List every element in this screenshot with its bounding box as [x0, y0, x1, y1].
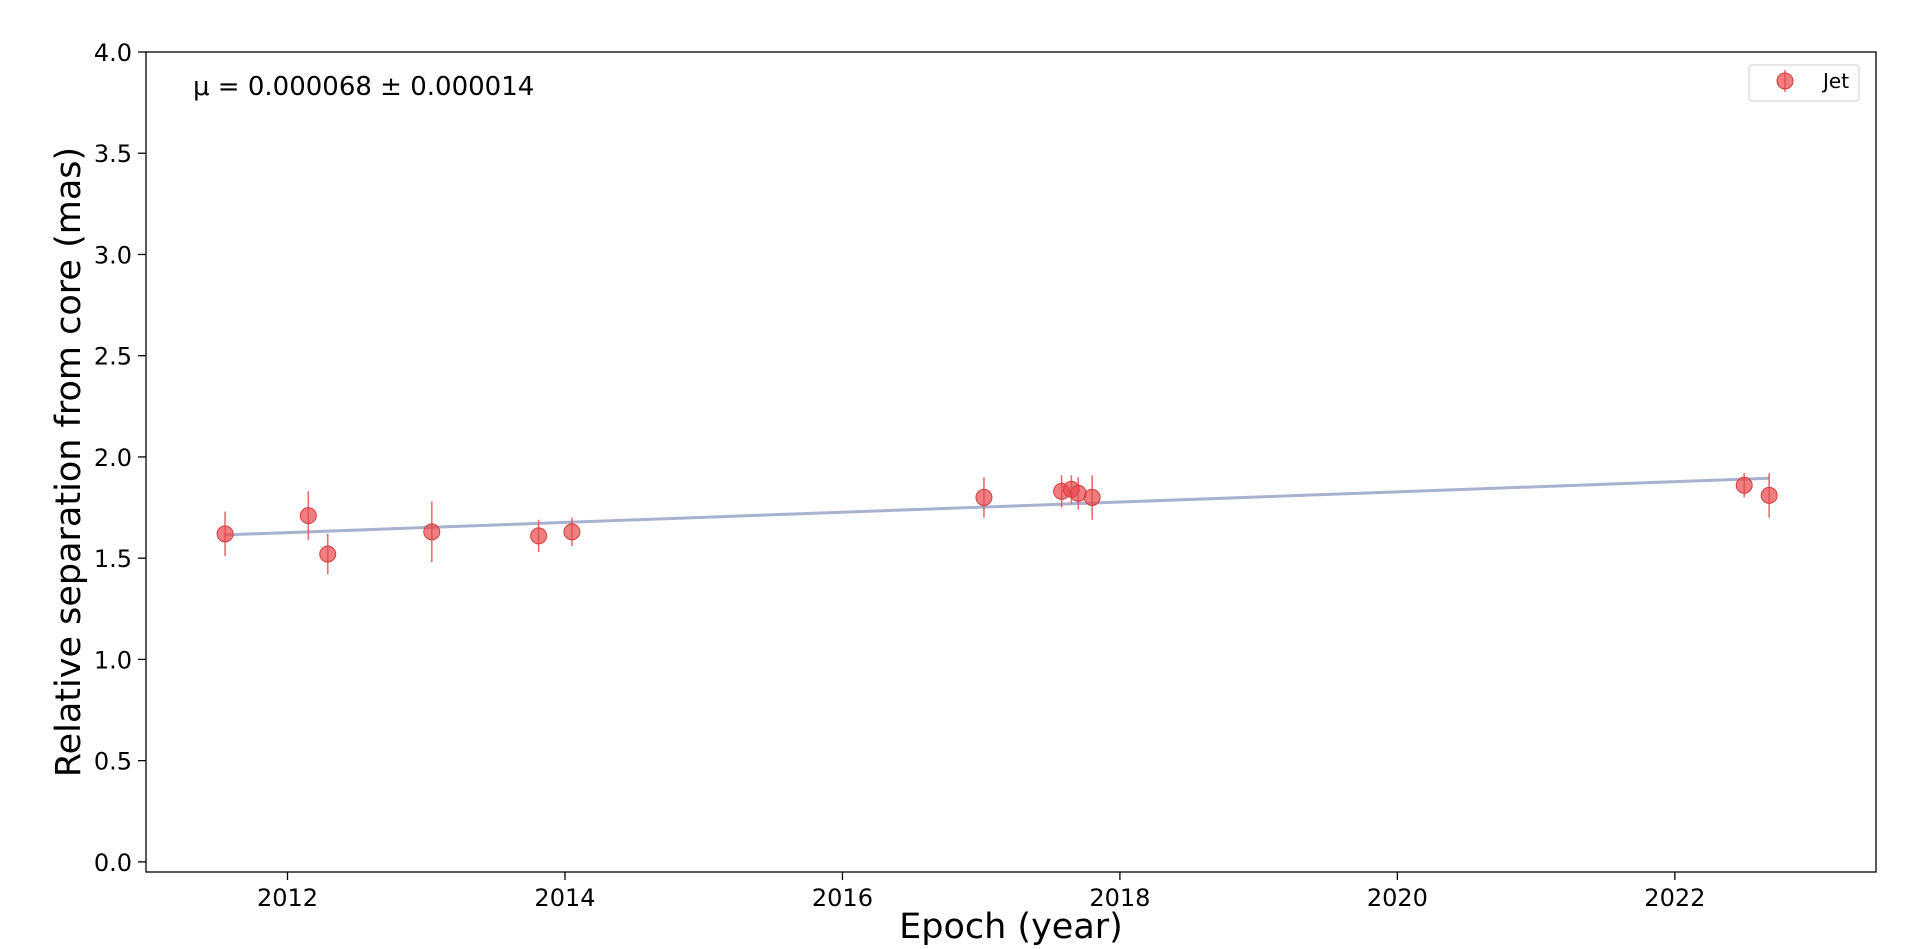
data-point [319, 545, 337, 563]
data-point [423, 523, 441, 541]
x-tick-label: 2018 [1089, 884, 1150, 912]
data-point [216, 525, 234, 543]
y-tick-label: 3.0 [94, 241, 132, 269]
data-point [299, 507, 317, 525]
data-point [563, 523, 581, 541]
data-point [1760, 486, 1778, 504]
y-tick-label: 4.0 [94, 39, 132, 67]
x-tick-label: 2016 [812, 884, 873, 912]
data-point [975, 488, 993, 506]
data-point [1735, 476, 1753, 494]
fit-layer [225, 476, 1770, 537]
fit-line [225, 476, 1770, 537]
y-tick-label: 0.5 [94, 748, 132, 776]
legend: Jet [1748, 64, 1860, 102]
y-tick-label: 2.0 [94, 444, 132, 472]
y-tick-label: 1.0 [94, 646, 132, 674]
legend-box [1748, 64, 1860, 102]
data-point [530, 527, 548, 545]
y-axis-title: Relative separation from core (mas) [49, 147, 89, 777]
data-point [1083, 488, 1101, 506]
plot-frame [145, 51, 1877, 873]
x-axis-title: Epoch (year) [899, 907, 1123, 947]
x-tick-label: 2020 [1367, 884, 1428, 912]
x-tick-label: 2022 [1644, 884, 1705, 912]
fit-annotation: μ = 0.000068 ± 0.000014 [193, 72, 534, 102]
x-tick-label: 2012 [257, 884, 318, 912]
y-tick-label: 2.5 [94, 343, 132, 371]
legend-marker [1776, 72, 1794, 90]
x-tick-label: 2014 [534, 884, 595, 912]
y-tick-label: 3.5 [94, 140, 132, 168]
y-tick-label: 0.0 [94, 849, 132, 877]
points-layer [216, 473, 1778, 575]
y-tick-label: 1.5 [94, 545, 132, 573]
legend-label: Jet [1821, 69, 1849, 93]
ticks-layer: 2012 2014 2016 2018 2020 2022 0.0 0.5 1.0 1.5 2.0 2… [94, 39, 1706, 912]
